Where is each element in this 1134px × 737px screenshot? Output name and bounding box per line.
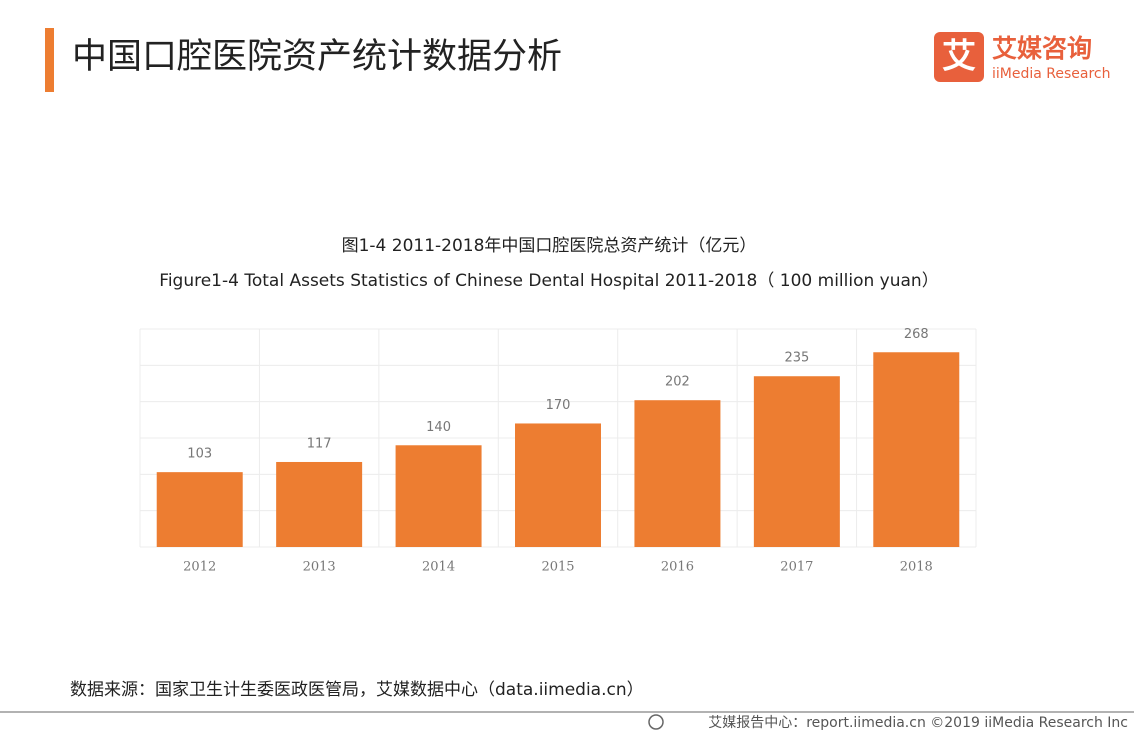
bar xyxy=(276,461,363,547)
data-label: 268 xyxy=(904,327,929,342)
data-label: 202 xyxy=(665,375,690,390)
data-label: 235 xyxy=(784,351,809,366)
chart-title: 图1-4 2011-2018年中国口腔医院总资产统计（亿元） xyxy=(342,236,757,256)
page-title: 中国口腔医院资产统计数据分析 xyxy=(72,37,562,77)
data-label: 103 xyxy=(187,447,212,462)
logo-sub: iiMedia Research xyxy=(992,66,1111,82)
data-label: 117 xyxy=(307,436,332,451)
logo-mark: 艾 xyxy=(942,37,976,77)
x-tick-label: 2014 xyxy=(422,560,455,575)
footer: 艾媒报告中心：report.iimedia.cn ©2019 iiMedia R… xyxy=(708,715,1128,731)
bar xyxy=(156,472,243,547)
bar xyxy=(873,352,960,547)
source: 数据来源：国家卫生计生委医政医管局，艾媒数据中心（data.iimedia.cn… xyxy=(70,680,644,700)
x-tick-label: 2018 xyxy=(900,560,933,575)
bar xyxy=(395,445,482,547)
title-accent xyxy=(45,28,54,92)
logo-name: 艾媒咨询 xyxy=(992,34,1092,63)
x-tick-label: 2013 xyxy=(303,560,336,575)
x-tick-label: 2012 xyxy=(183,560,216,575)
x-tick-label: 2016 xyxy=(661,560,694,575)
data-label: 170 xyxy=(546,398,571,413)
x-tick-label: 2015 xyxy=(541,560,574,575)
logo-box xyxy=(934,32,984,82)
bar xyxy=(634,400,721,547)
chart-subtitle: Figure1-4 Total Assets Statistics of Chi… xyxy=(159,271,938,291)
plot: 2012 103 2013 117 2014 140 2015 170 2016 202 2017 2… xyxy=(139,327,977,575)
bar xyxy=(515,423,601,547)
data-label: 140 xyxy=(426,420,451,435)
x-tick-label: 2017 xyxy=(780,560,813,575)
bar xyxy=(753,376,840,547)
footer-icon xyxy=(648,714,664,730)
